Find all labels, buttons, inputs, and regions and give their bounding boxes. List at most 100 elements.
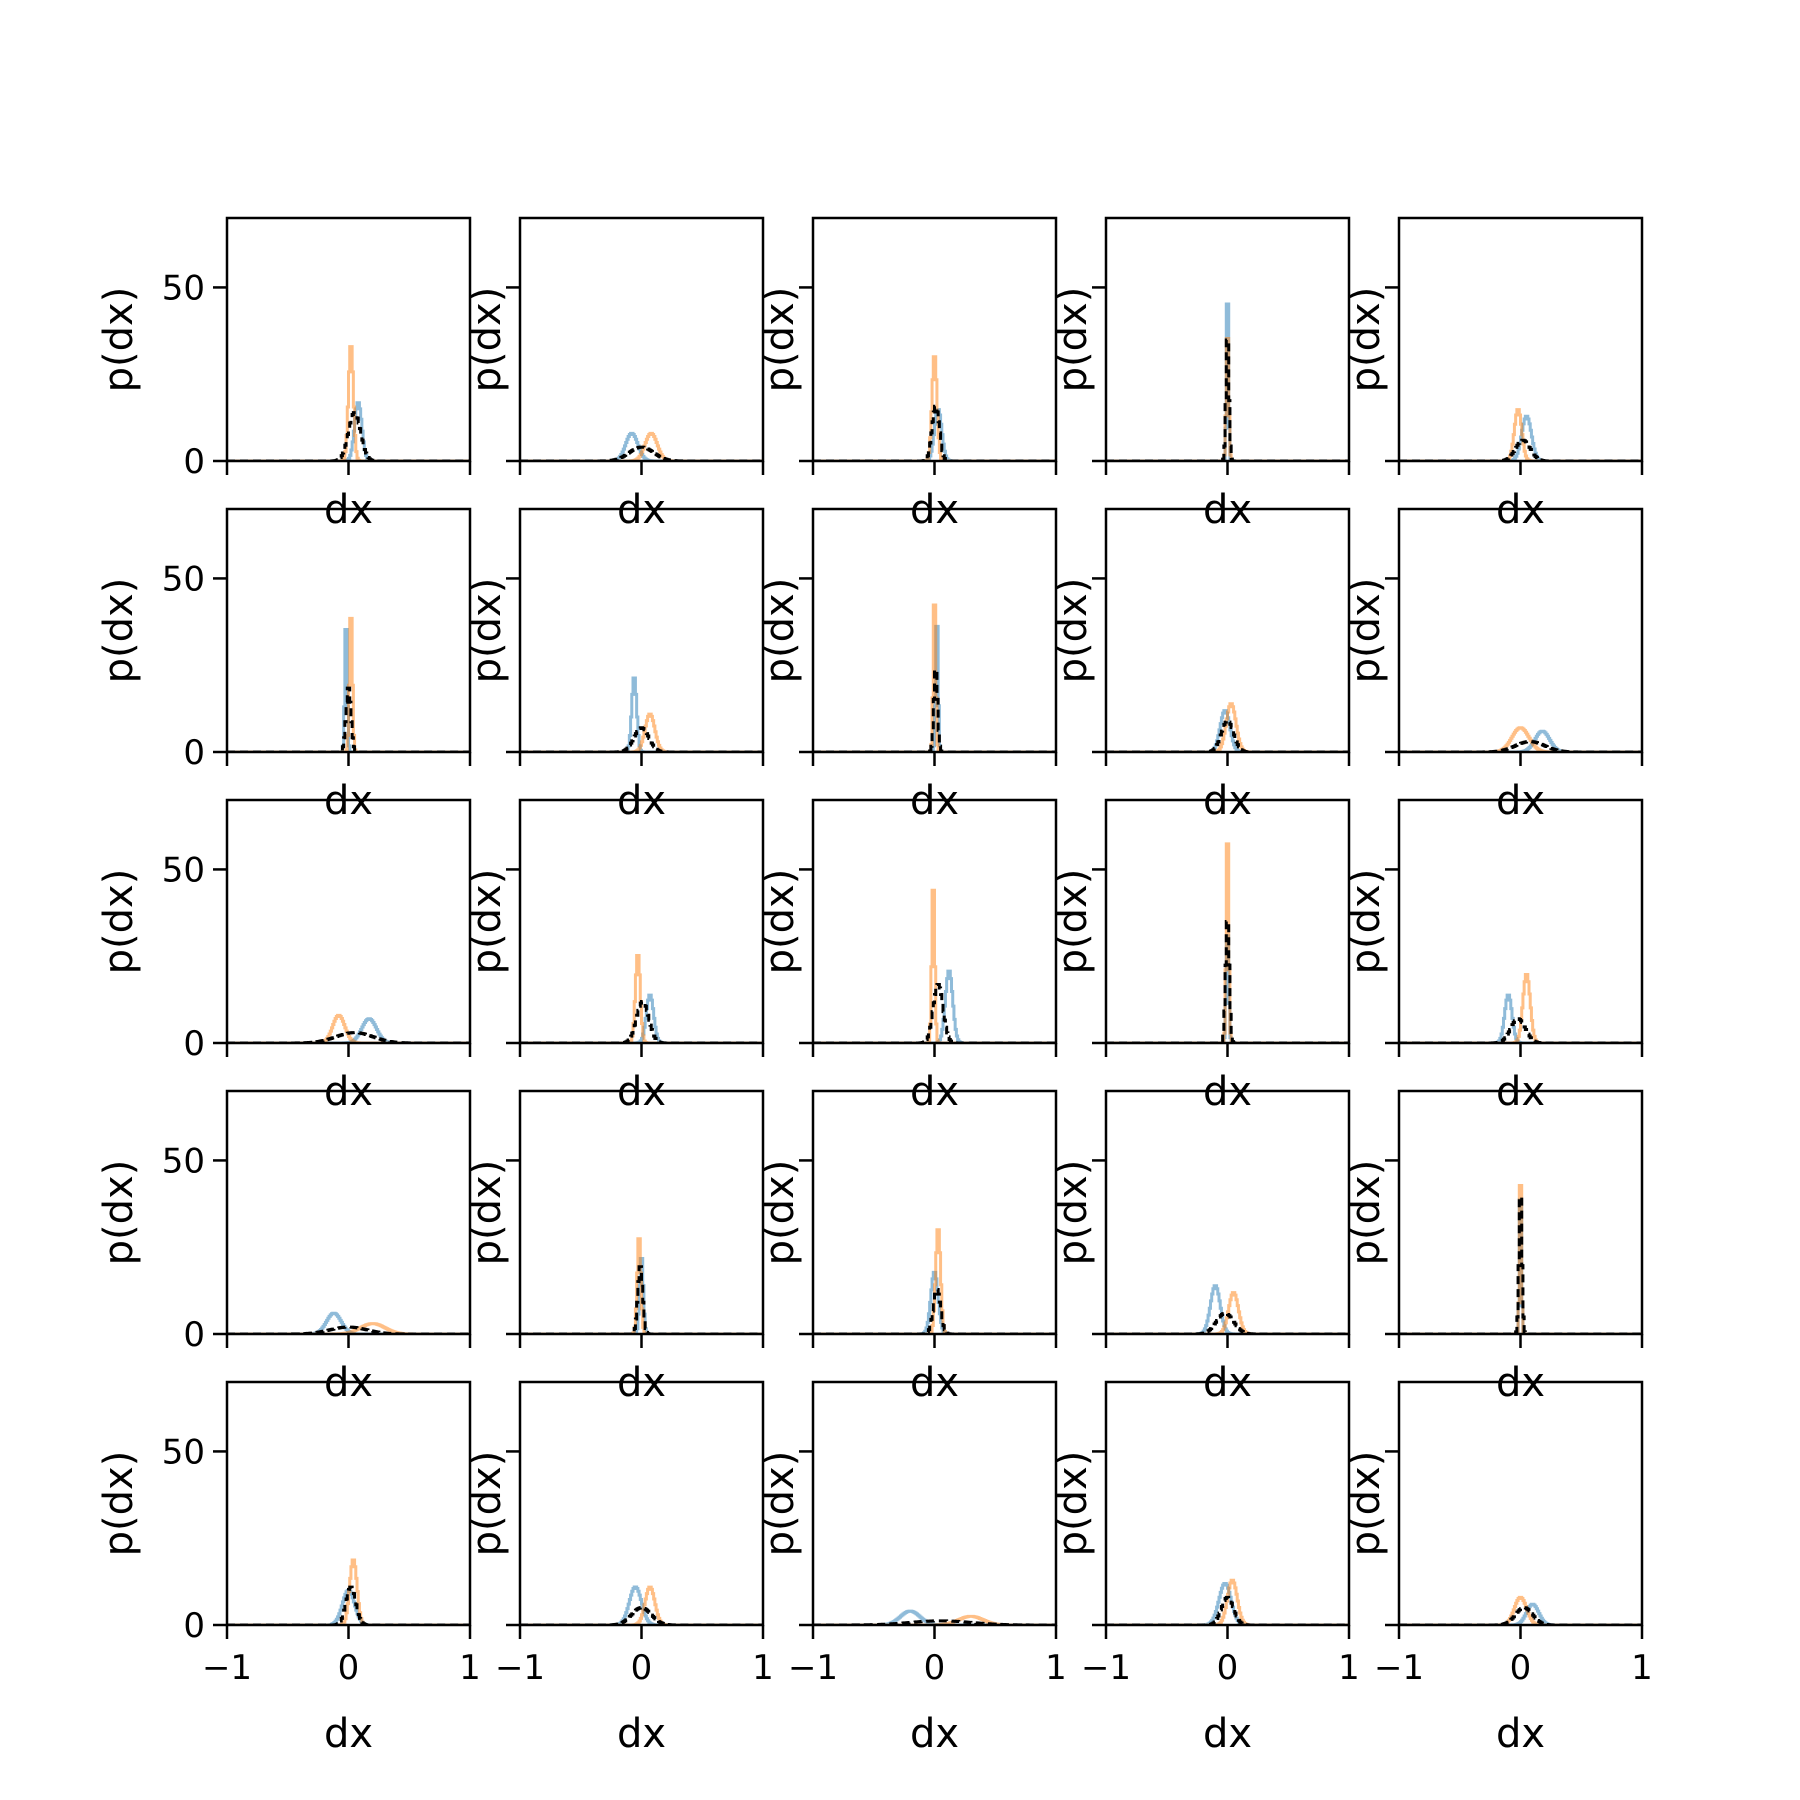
plot-area [813,355,1056,461]
histogram-series-dashed [227,1585,470,1625]
histogram-series-dashed [1399,740,1642,752]
histogram-series-orange [1399,1184,1642,1334]
plot-area [813,1228,1056,1334]
histogram-series-blue [1399,729,1642,752]
histogram-series-dashed [520,445,763,461]
subplot-r4-c4: dxp(dx) [1050,1089,1351,1406]
y-axis-label: p(dx) [1343,578,1389,684]
histogram-series-blue [1106,302,1349,461]
y-axis-label: p(dx) [96,869,142,975]
subplot-r5-c2: −1 0 1 dx p(dx) [464,1380,774,1757]
histogram-series-orange [227,616,470,752]
histogram-series-orange [813,603,1056,752]
y-axis-label: p(dx) [464,869,510,975]
plot-area [1399,1184,1642,1334]
y-axis-label: p(dx) [1050,1160,1096,1266]
subplot-r1-c4: dxp(dx) [1050,216,1351,533]
x-tick-label: 0 [1510,1648,1532,1688]
histogram-series-dashed [813,404,1056,461]
plot-area [520,1585,763,1625]
y-tick-label: 0 [183,442,205,482]
histogram-series-orange [813,355,1056,461]
plot-area [227,1558,470,1625]
histogram-series-blue [520,993,763,1043]
histogram-series-dashed [813,1287,1056,1334]
histogram-series-orange [520,431,763,461]
y-axis-label: p(dx) [1050,1451,1096,1557]
subplot-r1-c5: dxp(dx) [1343,216,1644,533]
plot-area [520,954,763,1043]
y-axis-label: p(dx) [1343,869,1389,975]
plot-area [813,603,1056,752]
y-tick-label: 50 [162,559,205,599]
histogram-series-orange [1106,842,1349,1043]
histogram-series-dashed [227,686,470,752]
histogram-series-orange [813,888,1056,1043]
histogram-series-orange [1399,408,1642,461]
x-axis-label: dx [910,1711,959,1757]
x-tick-label: 1 [1631,1648,1653,1688]
plot-area [520,676,763,752]
plot-area [1106,842,1349,1043]
histogram-series-dashed [1106,338,1349,461]
plot-area [813,888,1056,1043]
x-tick-label: −1 [202,1648,252,1688]
histogram-series-orange [1106,702,1349,752]
subplot-grid: 050dxp(dx)dxp(dx)dxp(dx)dxp(dx)dxp(dx)05… [96,216,1653,1757]
x-axis-label: dx [324,1711,373,1757]
y-axis-label: p(dx) [1050,869,1096,975]
histogram-series-dashed [520,726,763,752]
y-axis-label: p(dx) [1343,1160,1389,1266]
histogram-series-dashed [1399,438,1642,461]
subplot-r3-c3: dxp(dx) [757,798,1058,1115]
histogram-series-blue [1106,1582,1349,1625]
x-tick-label: 1 [459,1648,481,1688]
y-axis-label: p(dx) [96,1451,142,1557]
y-axis-label: p(dx) [757,578,803,684]
subplot-r2-c5: dxp(dx) [1343,507,1644,824]
plot-area [1399,1595,1642,1625]
histogram-series-orange [1106,1291,1349,1334]
histogram-series-blue [520,431,763,461]
plot-area [227,616,470,752]
y-axis-label: p(dx) [1050,578,1096,684]
y-axis-label: p(dx) [757,287,803,393]
histogram-series-dashed [520,1606,763,1625]
y-axis-label: p(dx) [757,1451,803,1557]
plot-area [227,1013,470,1043]
subplot-r5-c4: −1 0 1 dx p(dx) [1050,1380,1360,1757]
x-tick-label: 0 [338,1648,360,1688]
x-tick-label: 1 [752,1648,774,1688]
y-tick-label: 50 [162,268,205,308]
histogram-series-blue [813,969,1056,1043]
plot-area [1399,973,1642,1043]
x-tick-label: −1 [788,1648,838,1688]
histogram-series-dashed [520,1000,763,1043]
histogram-series-dashed [1106,920,1349,1043]
histogram-series-orange [1399,973,1642,1043]
plot-area [520,1237,763,1334]
y-axis-label: p(dx) [464,578,510,684]
y-axis-label: p(dx) [464,1160,510,1266]
plot-area [1106,302,1349,461]
subplot-r4-c3: dxp(dx) [757,1089,1058,1406]
y-axis-label: p(dx) [96,287,142,393]
histogram-series-blue [813,408,1056,461]
histogram-series-dashed [520,1265,763,1334]
subplot-r5-c5: −1 0 1 dx p(dx) [1343,1380,1653,1757]
x-axis-label: dx [617,1711,666,1757]
plot-area [1399,408,1642,461]
plot-area [1106,702,1349,752]
x-tick-label: 0 [1217,1648,1239,1688]
x-tick-label: −1 [1374,1648,1424,1688]
subplot-r5-c3: −1 0 1 dx p(dx) [757,1380,1067,1757]
plot-area [227,345,470,461]
histogram-series-dashed [1399,1017,1642,1043]
histogram-series-orange [1399,1595,1642,1625]
subplot-r4-c2: dxp(dx) [464,1089,765,1406]
y-axis-label: p(dx) [757,869,803,975]
x-tick-label: −1 [495,1648,545,1688]
plot-area [1106,1284,1349,1334]
plot-area [1106,1578,1349,1625]
